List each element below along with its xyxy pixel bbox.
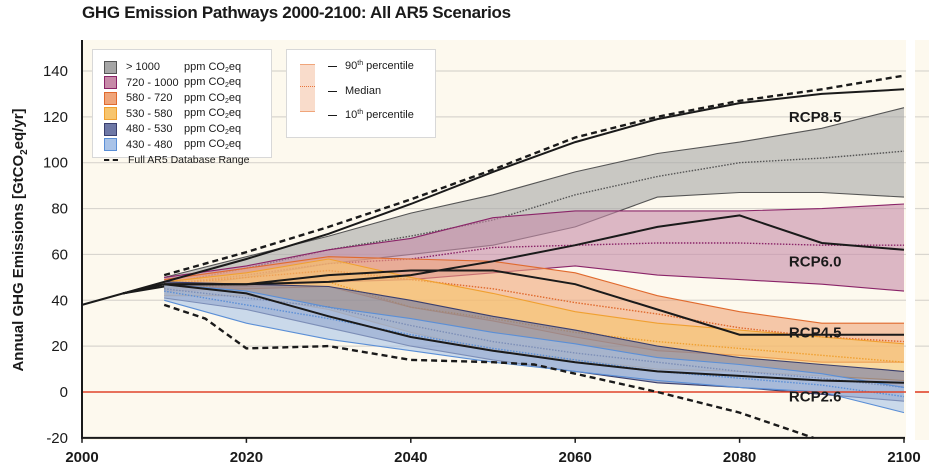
p90-label: 90th percentile xyxy=(345,60,414,72)
legend-swatch xyxy=(104,60,117,74)
tick-mark xyxy=(328,65,337,67)
rcp-line-rcp45 xyxy=(122,269,904,336)
median-swatch xyxy=(300,86,315,87)
database-upper-bound xyxy=(163,74,905,277)
x-tick-label: 2000 xyxy=(65,449,98,466)
x-tick-label: 2020 xyxy=(230,449,263,466)
legend-item: 530 - 580 ppm CO2eq xyxy=(104,106,241,122)
band-median-line xyxy=(164,290,905,398)
p10-label: 10th percentile xyxy=(345,109,414,121)
x-tick-label: 2060 xyxy=(559,449,592,466)
percentile-legend: 90th percentile Median 10th percentile xyxy=(286,49,436,138)
legend-unit-label: ppm CO2eq xyxy=(184,138,242,151)
legend-database-label: Full AR5 Database Range xyxy=(128,154,250,166)
right-strip-background xyxy=(915,40,929,440)
legend-range-label: > 1000 xyxy=(126,61,160,73)
y-tick-label: 20 xyxy=(51,338,68,355)
x-tick-label: 2080 xyxy=(723,449,756,466)
legend-item-database-range: Full AR5 Database Range xyxy=(104,152,249,168)
rcp-line-rcp26 xyxy=(122,283,905,384)
legend-item: 580 - 720 ppm CO2eq xyxy=(104,90,241,106)
legend-swatch xyxy=(104,107,117,120)
band-area xyxy=(164,259,904,381)
band-area xyxy=(164,107,904,289)
band-p10-line xyxy=(164,299,905,414)
legend-dash-swatch xyxy=(104,159,118,161)
axes xyxy=(81,40,905,443)
band-p90-line xyxy=(164,283,905,388)
y-tick-label: 140 xyxy=(43,63,68,80)
legend-swatch xyxy=(104,91,117,105)
band-median-line xyxy=(164,150,905,285)
legend-p10: 10th percentile xyxy=(328,109,414,121)
x-tick-label: 2040 xyxy=(394,449,427,466)
legend-unit-label: ppm CO2eq xyxy=(184,76,242,89)
legend-range-label: 720 - 1000 xyxy=(126,76,179,89)
y-tick-label: 40 xyxy=(51,292,68,309)
chart-title: GHG Emission Pathways 2000-2100: All AR5… xyxy=(82,3,511,22)
rcp-label: RCP2.6 xyxy=(789,389,842,406)
legend-swatch xyxy=(104,122,117,136)
y-axis-label: Annual GHG Emissions [GtCO2eq/yr] xyxy=(10,108,30,371)
y-tick-labels: -20 0 20 40 60 80 100 120 140 xyxy=(43,63,68,447)
x-tick-label: 2100 xyxy=(887,449,920,466)
legend-unit-label: ppm CO2eq xyxy=(184,91,242,105)
band-area xyxy=(164,284,904,413)
legend-item: 720 - 1000 ppm CO2eq xyxy=(104,75,241,91)
rcp-labels: RCP8.5 RCP6.0 RCP4.5 RCP2.6 xyxy=(789,109,842,406)
y-tick-label: 100 xyxy=(43,155,68,172)
x-tick-labels: 2000 2020 2040 2060 2080 2100 xyxy=(65,449,920,466)
scenario-bands xyxy=(164,107,905,414)
legend-item: 480 - 530 ppm CO2eq xyxy=(104,121,241,137)
legend-unit-label: ppm CO2eq xyxy=(184,107,242,120)
band-p90-line xyxy=(164,281,905,372)
database-lower-bound xyxy=(163,303,814,440)
legend-unit-label: ppm CO2eq xyxy=(184,122,242,136)
legend-swatch xyxy=(104,138,117,151)
y-tick-label: 60 xyxy=(51,246,68,263)
y-tick-label: 120 xyxy=(43,109,68,126)
rcp-label: RCP8.5 xyxy=(789,109,842,126)
legend-range-label: 480 - 530 xyxy=(126,123,173,135)
legend-item: 430 - 480 ppm CO2eq xyxy=(104,137,241,153)
y-tick-label: 0 xyxy=(60,384,68,401)
median-label: Median xyxy=(345,85,382,97)
legend-range-label: 580 - 720 xyxy=(126,92,173,104)
rcp-label: RCP6.0 xyxy=(789,253,842,270)
pathway-lines xyxy=(81,74,929,440)
legend-range-label: 530 - 580 xyxy=(126,107,173,120)
concentration-legend: > 1000 ppm CO2eq 720 - 1000 ppm CO2eq 580 - … xyxy=(92,49,272,166)
y-tick-label: 80 xyxy=(51,201,68,218)
tick-mark xyxy=(328,90,337,92)
legend-p90: 90th percentile xyxy=(328,60,414,72)
legend-unit-label: ppm CO2eq xyxy=(184,60,242,74)
band-p90-line xyxy=(164,203,905,278)
tick-mark xyxy=(328,114,337,116)
y-tick-label: -20 xyxy=(46,430,68,447)
rcp-label: RCP4.5 xyxy=(789,324,842,341)
rcp-line-rcp85 xyxy=(122,88,905,295)
band-p90-line xyxy=(164,256,904,324)
percentile-swatch xyxy=(300,64,315,112)
legend-swatch xyxy=(104,76,117,89)
legend-item: > 1000 ppm CO2eq xyxy=(104,59,241,75)
legend-median: Median xyxy=(328,85,381,97)
legend-range-label: 430 - 480 xyxy=(126,138,173,151)
band-p90-line xyxy=(164,258,905,345)
